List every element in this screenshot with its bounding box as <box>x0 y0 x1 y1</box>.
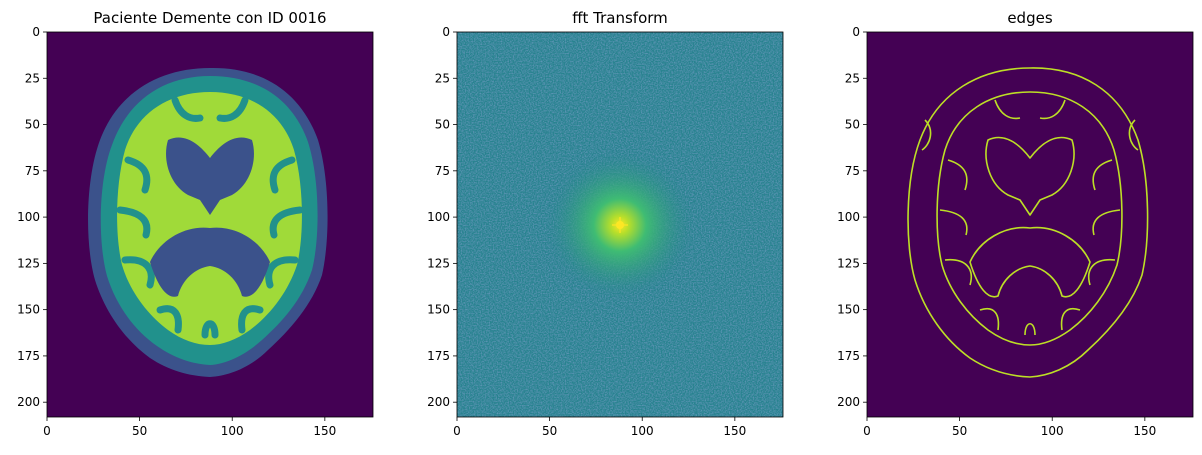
y-tick-label: 50 <box>435 118 450 132</box>
panel-3-image <box>867 32 1193 417</box>
x-tick-label: 150 <box>723 424 746 438</box>
y-tick-label: 0 <box>442 25 450 39</box>
y-tick-label: 50 <box>25 118 40 132</box>
panel-3: edges 0 <box>837 9 1194 438</box>
panel-2-image <box>457 32 783 417</box>
y-tick-label: 100 <box>837 210 860 224</box>
y-tick-label: 75 <box>25 164 40 178</box>
y-tick-label: 150 <box>427 303 450 317</box>
y-tick-label: 200 <box>17 395 40 409</box>
y-tick-label: 150 <box>17 303 40 317</box>
y-tick-label: 175 <box>17 349 40 363</box>
x-tick-label: 150 <box>313 424 336 438</box>
panel-1-image <box>47 32 373 417</box>
panel-2-title: fft Transform <box>572 9 668 27</box>
x-tick-label: 100 <box>1041 424 1064 438</box>
x-tick-label: 100 <box>631 424 654 438</box>
y-tick-label: 100 <box>17 210 40 224</box>
y-tick-label: 175 <box>837 349 860 363</box>
y-tick-label: 25 <box>435 71 450 85</box>
y-tick-label: 50 <box>845 118 860 132</box>
panel-2-axes: 0 50 100 150 0 25 50 75 100 125 150 175 200 <box>427 25 746 438</box>
x-tick-label: 100 <box>221 424 244 438</box>
y-tick-label: 0 <box>852 25 860 39</box>
y-tick-label: 25 <box>25 71 40 85</box>
y-tick-label: 200 <box>837 395 860 409</box>
x-tick-label: 0 <box>453 424 461 438</box>
x-tick-label: 50 <box>542 424 557 438</box>
y-tick-label: 25 <box>845 71 860 85</box>
panel-1-title: Paciente Demente con ID 0016 <box>93 9 326 27</box>
x-tick-label: 50 <box>952 424 967 438</box>
y-tick-label: 0 <box>32 25 40 39</box>
y-tick-label: 75 <box>845 164 860 178</box>
y-tick-label: 125 <box>427 256 450 270</box>
x-tick-label: 50 <box>132 424 147 438</box>
panel-1: Paciente Demente con ID 0016 <box>17 9 374 438</box>
panel-3-axes: 0 50 100 150 0 25 50 75 100 125 150 175 200 <box>837 25 1156 438</box>
y-tick-label: 75 <box>435 164 450 178</box>
panel-2: fft Transform 0 50 100 150 0 25 50 75 100 125 150 1… <box>427 9 784 438</box>
x-tick-label: 0 <box>43 424 51 438</box>
x-tick-label: 0 <box>863 424 871 438</box>
y-tick-label: 125 <box>17 256 40 270</box>
y-tick-label: 200 <box>427 395 450 409</box>
panel-1-axes: 0 50 100 150 0 25 50 75 100 125 150 175 200 <box>17 25 336 438</box>
y-tick-label: 125 <box>837 256 860 270</box>
y-tick-label: 100 <box>427 210 450 224</box>
x-tick-label: 150 <box>1133 424 1156 438</box>
y-tick-label: 175 <box>427 349 450 363</box>
panel-3-title: edges <box>1007 9 1053 27</box>
y-tick-label: 150 <box>837 303 860 317</box>
